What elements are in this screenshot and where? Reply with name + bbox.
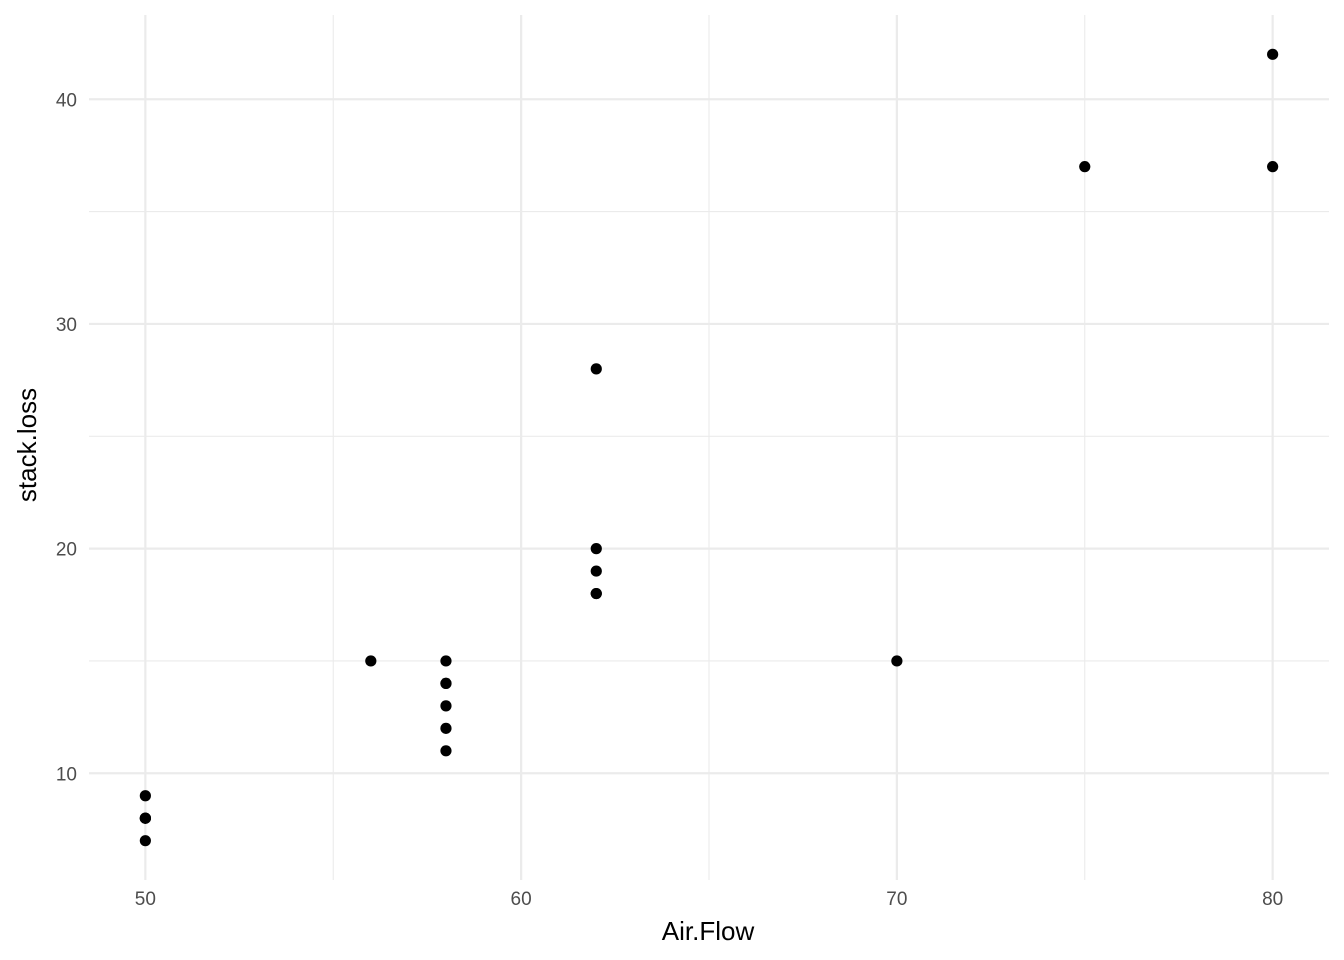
data-point [590, 565, 602, 577]
x-tick-label: 50 [135, 889, 156, 910]
grid-layer [89, 15, 1329, 880]
tick-labels-layer: 50 60 70 80 10 20 30 40 [56, 90, 1283, 910]
data-point [590, 543, 602, 555]
data-point [440, 655, 452, 667]
data-point [590, 587, 602, 600]
x-axis-title: Air.Flow [662, 916, 755, 946]
data-point [365, 655, 377, 667]
data-point [1079, 161, 1091, 173]
data-point [1267, 161, 1279, 173]
data-point [139, 790, 151, 802]
data-point [891, 655, 903, 667]
data-point [440, 745, 452, 757]
x-tick-label: 80 [1262, 889, 1283, 910]
data-point [440, 700, 452, 712]
y-tick-label: 10 [56, 764, 77, 785]
y-tick-label: 20 [56, 540, 77, 561]
data-point [1267, 48, 1279, 60]
x-tick-label: 70 [886, 889, 907, 910]
data-point [590, 363, 602, 375]
y-axis-title: stack.loss [12, 388, 42, 502]
data-point [139, 812, 151, 824]
y-tick-label: 30 [56, 315, 77, 336]
points-layer [139, 48, 1279, 847]
x-tick-label: 60 [511, 889, 532, 910]
data-point [440, 722, 452, 734]
data-point [440, 677, 452, 690]
y-tick-label: 40 [56, 90, 77, 111]
data-point [139, 835, 151, 847]
